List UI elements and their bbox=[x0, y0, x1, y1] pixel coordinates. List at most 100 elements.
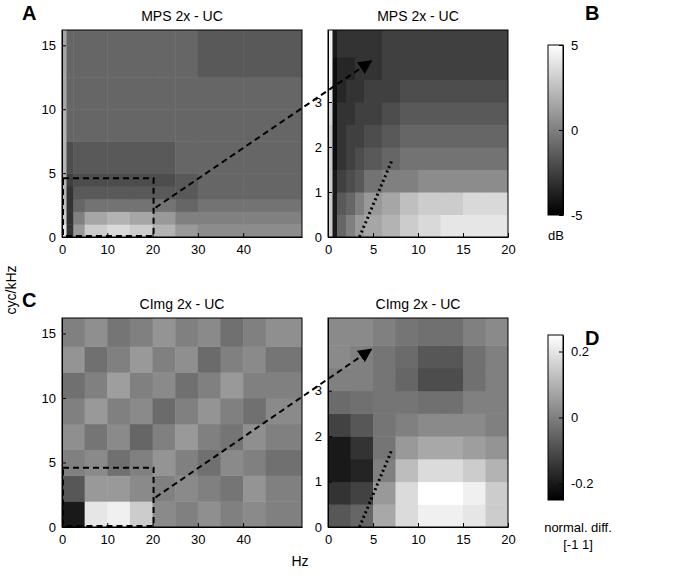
heatmap-cell bbox=[130, 424, 153, 450]
heatmap-cell bbox=[418, 57, 441, 80]
heatmap-cell bbox=[220, 398, 243, 424]
heatmap-cell bbox=[337, 30, 347, 58]
panel-letter: C bbox=[22, 289, 36, 311]
heatmap-cell bbox=[373, 436, 396, 459]
tick: 10 bbox=[42, 391, 66, 406]
tick-mark bbox=[198, 233, 199, 237]
tick-label: 15 bbox=[42, 38, 56, 53]
heatmap-cell bbox=[220, 501, 243, 527]
heatmap-cell bbox=[130, 398, 153, 424]
heatmap-cell bbox=[153, 318, 176, 347]
heatmap-cell bbox=[130, 141, 153, 173]
tick-label: 20 bbox=[146, 532, 160, 547]
heatmap-cell bbox=[175, 211, 198, 224]
colorbar-label: dB bbox=[548, 228, 564, 243]
heatmap-cell bbox=[243, 30, 302, 78]
colorbar-axis: 50-5 bbox=[559, 38, 583, 223]
heatmap-cell bbox=[198, 346, 221, 372]
heatmap-cell bbox=[73, 211, 85, 224]
heatmap-cell bbox=[243, 372, 266, 398]
heatmap-cell bbox=[463, 459, 486, 482]
heatmap-cell bbox=[486, 80, 509, 103]
heatmap-cell bbox=[62, 372, 85, 398]
tick-label: 3 bbox=[315, 383, 322, 398]
colorbar-label: [-1 1] bbox=[563, 537, 593, 552]
heatmap-cell bbox=[333, 192, 338, 215]
heatmap-cell bbox=[441, 368, 464, 391]
heatmap-cell bbox=[130, 211, 153, 224]
heatmap-cell bbox=[198, 173, 244, 186]
heatmap-cell bbox=[62, 475, 85, 501]
heatmap-cell bbox=[364, 80, 383, 103]
tick-mark bbox=[373, 523, 374, 527]
heatmap-cell bbox=[198, 141, 244, 173]
tick-label: 30 bbox=[191, 242, 205, 257]
heatmap-cell bbox=[355, 170, 365, 193]
heatmap-cell bbox=[486, 413, 509, 436]
panel-title: MPS 2x - UC bbox=[377, 8, 459, 24]
plot-frame bbox=[328, 30, 508, 237]
heatmap-cell bbox=[175, 224, 198, 237]
heatmap-cell bbox=[130, 186, 153, 199]
heatmap-cell bbox=[67, 141, 74, 173]
heatmap-cell bbox=[463, 482, 486, 505]
colorbar bbox=[548, 335, 563, 500]
heatmap-cell bbox=[346, 215, 356, 238]
tick-mark bbox=[463, 233, 464, 237]
heatmap-cell bbox=[463, 102, 486, 125]
heatmap-cell bbox=[463, 436, 486, 459]
heatmap-cell bbox=[107, 109, 130, 141]
heatmap-cell bbox=[373, 368, 396, 391]
heatmap-cell bbox=[198, 77, 244, 109]
heatmap-cell bbox=[346, 192, 356, 215]
zoom-arrow bbox=[156, 349, 372, 497]
heatmap-cell bbox=[153, 424, 176, 450]
tick-label: 15 bbox=[456, 242, 470, 257]
heatmap-cell bbox=[351, 436, 374, 459]
tick-label: 40 bbox=[236, 532, 250, 547]
heatmap-cell bbox=[351, 368, 374, 391]
heatmap-cell bbox=[62, 424, 85, 450]
axis-line bbox=[329, 527, 509, 528]
heatmap-cell bbox=[153, 450, 176, 476]
tick-label: 5 bbox=[370, 532, 377, 547]
heatmap-cell bbox=[85, 173, 108, 186]
heatmap-cell bbox=[400, 125, 419, 148]
tick-label: 15 bbox=[42, 326, 56, 341]
tick: 15 bbox=[456, 233, 470, 257]
heatmap-cell bbox=[346, 102, 356, 125]
heatmap-cell bbox=[418, 482, 441, 505]
tick-label: 0 bbox=[571, 410, 578, 425]
heatmap-cell bbox=[382, 102, 401, 125]
heatmap-cell bbox=[107, 424, 130, 450]
heatmap-cell bbox=[153, 186, 176, 199]
tick: 15 bbox=[42, 38, 66, 53]
heatmap-cell bbox=[153, 77, 176, 109]
tick-label: 2 bbox=[315, 429, 322, 444]
heatmap-cell bbox=[441, 436, 464, 459]
tick-mark bbox=[328, 391, 332, 392]
heatmap-cell bbox=[243, 141, 302, 173]
heatmap-cell bbox=[351, 504, 374, 527]
plot-cells bbox=[328, 30, 508, 237]
heatmap-cell bbox=[220, 475, 243, 501]
heatmap-cell bbox=[198, 109, 244, 141]
tick-label: 0 bbox=[315, 230, 322, 245]
heatmap-cell bbox=[328, 459, 351, 482]
tick: 5 bbox=[370, 523, 377, 547]
tick-mark bbox=[243, 233, 244, 237]
x-axis-label: Hz bbox=[291, 553, 308, 569]
heatmap-cell bbox=[328, 504, 351, 527]
heatmap-cell bbox=[107, 318, 130, 347]
tick-label: 0 bbox=[325, 532, 332, 547]
tick-label: 15 bbox=[456, 532, 470, 547]
heatmap-cell bbox=[107, 501, 130, 527]
heatmap-cell bbox=[400, 170, 419, 193]
heatmap-cell bbox=[153, 211, 176, 224]
heatmap-cell bbox=[198, 398, 221, 424]
heatmap-cell bbox=[130, 199, 153, 212]
tick: 1 bbox=[315, 185, 332, 200]
heatmap-cell bbox=[418, 80, 441, 103]
heatmap-cell bbox=[175, 424, 198, 450]
heatmap-cell bbox=[85, 109, 108, 141]
